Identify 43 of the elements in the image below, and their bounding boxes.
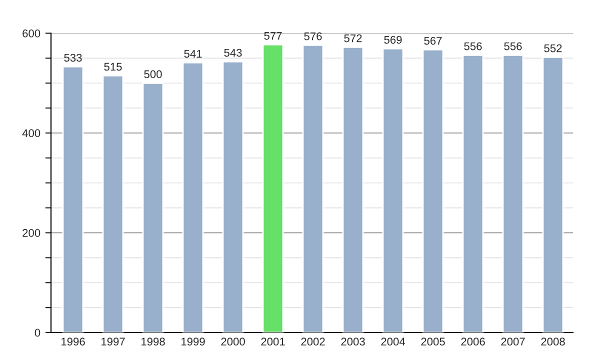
bar xyxy=(462,54,484,332)
x-tick-label: 2006 xyxy=(461,338,485,346)
y-tick-label: 200 xyxy=(22,229,40,237)
x-tick-label: 2003 xyxy=(341,338,365,346)
x-tick-label: 1998 xyxy=(141,338,165,346)
x-tick-label: 2008 xyxy=(541,338,565,346)
bar xyxy=(342,46,364,332)
bar xyxy=(102,74,124,332)
data-label: 572 xyxy=(344,34,362,42)
bar xyxy=(182,62,204,332)
x-tick-label: 2007 xyxy=(501,338,525,346)
x-tick-label: 2001 xyxy=(261,338,285,346)
x-tick-label: 2005 xyxy=(421,338,445,346)
data-label: 515 xyxy=(104,62,122,71)
y-tick-label: 0 xyxy=(34,328,40,337)
data-label: 552 xyxy=(544,44,562,52)
bar xyxy=(542,56,564,332)
bar xyxy=(422,49,444,332)
data-label: 567 xyxy=(424,36,442,45)
data-label: 543 xyxy=(224,48,242,57)
bar xyxy=(382,48,404,332)
data-label: 576 xyxy=(304,32,322,40)
data-label: 556 xyxy=(464,42,482,50)
data-label: 533 xyxy=(64,54,82,62)
data-label: 577 xyxy=(264,32,282,40)
x-tick-label: 1997 xyxy=(101,338,125,346)
x-tick-label: 1996 xyxy=(61,338,85,346)
x-tick-label: 2002 xyxy=(301,338,325,346)
x-tick-label: 2004 xyxy=(381,338,406,346)
data-label: 500 xyxy=(144,70,162,78)
x-tick-label: 1999 xyxy=(181,338,205,346)
bar xyxy=(302,44,324,332)
data-label: 541 xyxy=(184,50,202,58)
bar xyxy=(62,66,84,332)
data-label: 556 xyxy=(504,42,522,50)
bar xyxy=(262,44,284,332)
bar xyxy=(222,60,244,332)
data-label: 569 xyxy=(384,36,402,44)
x-tick-label: 2000 xyxy=(221,338,245,346)
y-tick-label: 400 xyxy=(22,129,40,138)
y-tick-label: 600 xyxy=(22,30,40,38)
bar xyxy=(142,82,164,332)
bar xyxy=(502,54,524,332)
